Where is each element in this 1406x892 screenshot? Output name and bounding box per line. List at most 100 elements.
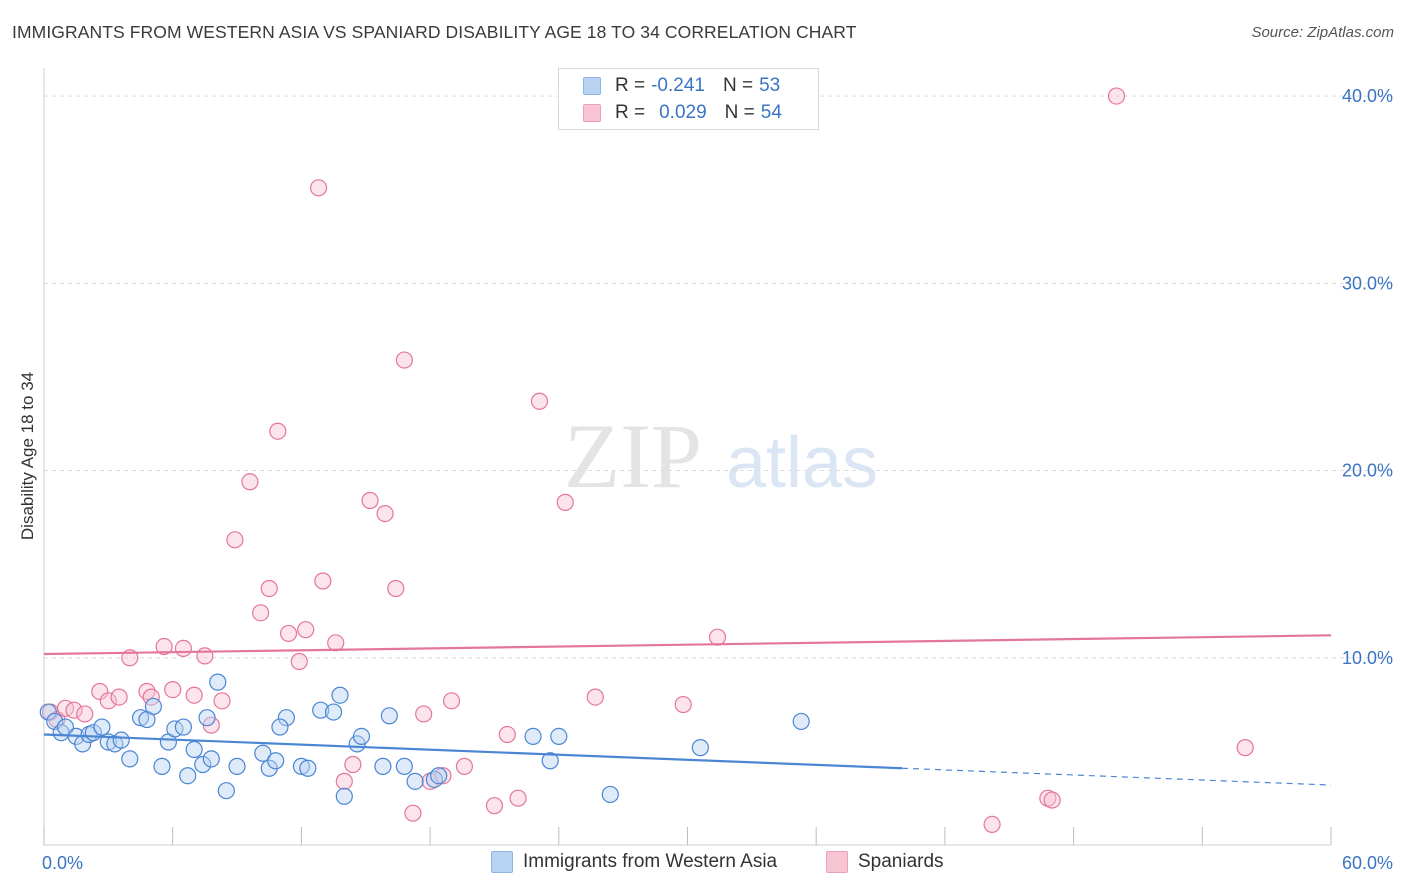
western-asia-point (121, 750, 139, 768)
legend-item-western-asia[interactable]: Immigrants from Western Asia (491, 851, 777, 873)
western-asia-point (228, 757, 246, 775)
western-asia-point (550, 727, 568, 746)
spaniards-point (110, 688, 128, 706)
western-asia-point (380, 707, 398, 725)
legend-series: Immigrants from Western Asia Spaniards (0, 851, 1406, 879)
spaniards-point (404, 804, 422, 822)
western-asia-point (430, 767, 448, 785)
spaniards-point (395, 351, 413, 369)
western-asia-point (335, 787, 353, 805)
spaniards-point (983, 815, 1001, 834)
y-axis-label: Disability Age 18 to 34 (18, 371, 37, 541)
spaniards-point (185, 686, 203, 704)
spaniards-point (674, 695, 692, 714)
western-asia-point (198, 709, 216, 727)
spaniards-point (99, 692, 117, 710)
western-asia-point (153, 757, 171, 775)
spaniards-point (442, 692, 461, 710)
spaniards-point (314, 572, 332, 590)
n-label: N = (722, 75, 754, 96)
spaniards-point (164, 680, 182, 699)
spaniards-point (498, 725, 516, 744)
spaniards-point (415, 705, 433, 723)
western-asia-point (691, 739, 709, 757)
western-asia-point (179, 767, 197, 785)
spaniards-point (509, 789, 527, 807)
western-asia-point (331, 686, 349, 704)
spaniards-point (1107, 87, 1126, 105)
western-asia-point (792, 712, 810, 731)
watermark-atlas: atlas (726, 423, 878, 503)
western-asia-point (299, 759, 317, 777)
r-label: R = (615, 75, 646, 96)
y-tick-label: 20.0% (1342, 461, 1393, 481)
y-tick-labels: 10.0% 20.0% 30.0% 40.0% (1342, 86, 1393, 668)
western-asia-point (202, 750, 220, 768)
n-value: 54 (760, 102, 782, 123)
spaniards-point (556, 493, 574, 511)
x-tick-label: 0.0% (42, 853, 83, 873)
western-asia-trend-line (43, 733, 903, 770)
spaniards-point (327, 634, 345, 652)
r-label: R = (615, 102, 646, 123)
western-asia-point (131, 709, 150, 727)
spaniards-point (196, 647, 214, 665)
watermark-zip: ZIP (564, 405, 702, 507)
x-tick-label: 60.0% (1342, 853, 1393, 873)
spaniards-point (91, 682, 109, 701)
spaniards-point (434, 767, 452, 785)
western-asia-point (93, 718, 111, 736)
western-asia-point (374, 757, 392, 775)
spaniards-point (297, 621, 315, 639)
spaniards-point (485, 797, 504, 815)
western-asia-point (267, 752, 285, 770)
western-asia-point (209, 673, 227, 691)
western-asia-trend-extension (901, 767, 1332, 786)
spaniards-trend-line (43, 634, 1332, 656)
spaniards-point (260, 579, 278, 598)
spaniards-point (241, 473, 259, 491)
r-value: 0.029 (659, 102, 707, 123)
spaniards-point (213, 692, 231, 710)
western-asia-point (277, 709, 295, 727)
spaniards-point (76, 705, 94, 723)
legend-stats-row-western-asia: R = -0.241 N = 53 (583, 73, 780, 99)
spaniards-point (361, 491, 379, 510)
western-asia-point (112, 731, 130, 749)
legend-stats: R = -0.241 N = 53 R = 0.029 N = 54 (558, 68, 819, 130)
spaniards-point (279, 624, 298, 643)
y-tick-label: 10.0% (1342, 648, 1393, 668)
western-asia-point (601, 785, 619, 804)
r-value: -0.241 (651, 75, 705, 96)
spaniards-points (41, 87, 1254, 834)
legend-swatch-spaniards (583, 104, 601, 122)
spaniards-point (530, 392, 549, 410)
western-asia-point (541, 752, 559, 770)
western-asia-point (194, 755, 212, 774)
legend-label-spaniards: Spaniards (858, 851, 944, 872)
chart-title: IMMIGRANTS FROM WESTERN ASIA VS SPANIARD… (12, 22, 857, 42)
spaniards-point (586, 688, 604, 706)
n-label: N = (724, 102, 755, 123)
spaniards-point (1043, 791, 1061, 809)
y-tick-label: 30.0% (1342, 273, 1393, 293)
spaniards-point (387, 579, 405, 598)
legend-item-spaniards[interactable]: Spaniards (826, 851, 944, 873)
western-asia-point (185, 740, 203, 759)
western-asia-point (524, 727, 542, 746)
western-asia-point (406, 772, 424, 790)
n-value: 53 (759, 75, 781, 96)
spaniards-point (335, 772, 353, 790)
spaniards-point (226, 531, 244, 549)
watermark: ZIP atlas (564, 405, 878, 507)
legend-swatch-western-asia (491, 851, 513, 873)
spaniards-point (309, 179, 328, 197)
western-asia-point (271, 718, 289, 736)
spaniards-point (1236, 739, 1254, 757)
trend-lines (43, 634, 1332, 786)
source-label: Source: ZipAtlas.com (1251, 24, 1394, 41)
legend-label-western-asia: Immigrants from Western Asia (523, 851, 778, 872)
gridlines (44, 95, 1391, 659)
legend-stats-row-spaniards: R = 0.029 N = 54 (583, 100, 782, 126)
